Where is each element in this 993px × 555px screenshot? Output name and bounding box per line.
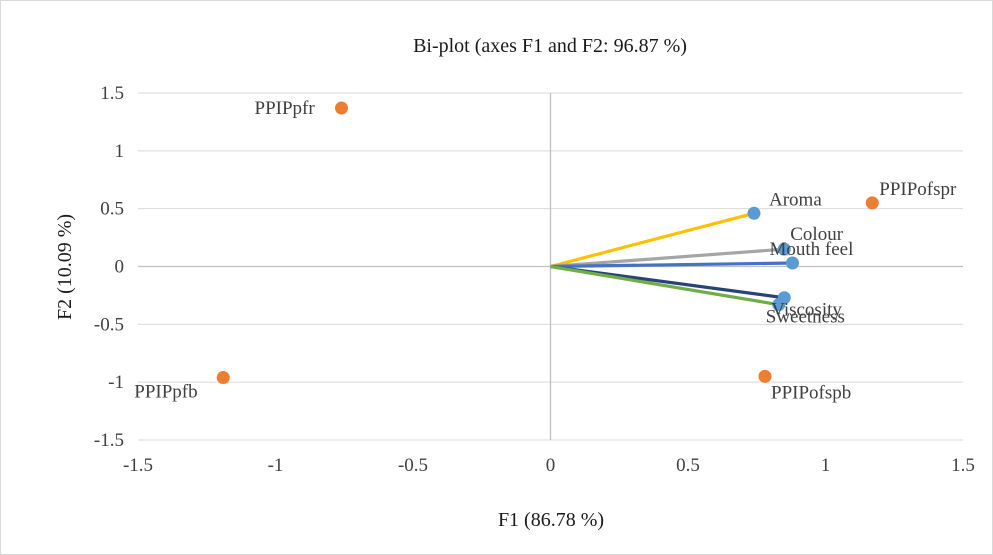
y-tick-label: 0 — [115, 257, 125, 278]
y-tick-label: 0.5 — [100, 199, 124, 220]
variable-label-mouth-feel: Mouth feel — [770, 239, 854, 260]
variable-point-aroma — [747, 206, 761, 220]
observation-point-ppippfb — [216, 371, 230, 385]
x-tick-label: -0.5 — [398, 455, 428, 476]
x-axis-title: F1 (86.78 %) — [498, 509, 604, 531]
y-tick-label: -1 — [108, 372, 124, 393]
vector-sweetness — [550, 264, 780, 307]
x-tick-label: 1 — [821, 455, 831, 476]
observation-point-ppippfr — [335, 101, 348, 115]
chart-title: Bi-plot (axes F1 and F2: 96.87 %) — [413, 35, 687, 57]
variable-label-viscosity: Viscosity — [771, 300, 842, 321]
variable-label-colour: Colour — [790, 224, 843, 245]
variable-point-colour — [777, 242, 791, 256]
vector-mouth-feel — [550, 261, 793, 269]
x-tick-label: -1 — [268, 455, 284, 476]
observation-point-ppipofspb — [758, 369, 772, 383]
y-tick-label: -0.5 — [94, 314, 124, 335]
y-axis-title: F2 (10.09 %) — [54, 214, 76, 320]
y-tick-label: 1.5 — [100, 83, 124, 104]
observation-label-ppippfr: PPIPpfr — [255, 98, 316, 119]
x-tick-label: 0 — [546, 455, 556, 476]
observation-label-ppipofspr: PPIPofspr — [879, 179, 957, 200]
y-tick-label: 1 — [115, 141, 125, 162]
x-tick-label: 0.5 — [676, 455, 700, 476]
observation-label-ppipofspb: PPIPofspb — [771, 382, 851, 403]
x-tick-label: -1.5 — [123, 455, 153, 476]
variable-label-sweetness: Sweetness — [766, 307, 845, 328]
data-points — [216, 101, 879, 385]
variable-label-aroma: Aroma — [769, 189, 822, 210]
vector-aroma — [550, 211, 755, 269]
x-tick-label: 1.5 — [951, 455, 975, 476]
vector-colour — [550, 247, 785, 269]
y-tick-label: -1.5 — [94, 430, 124, 451]
variable-vectors — [550, 211, 793, 307]
variable-point-sweetness — [772, 298, 786, 312]
observation-point-ppipofspr — [865, 196, 879, 210]
observation-label-ppippfb: PPIPpfb — [134, 382, 197, 403]
tick-labels: -1.5 -1 -0.5 0 0.5 1 1.5 -1.5 -1 -0.5 0 0.5 1 1.5 — [94, 83, 975, 476]
variable-point-mouth-feel — [786, 256, 799, 270]
